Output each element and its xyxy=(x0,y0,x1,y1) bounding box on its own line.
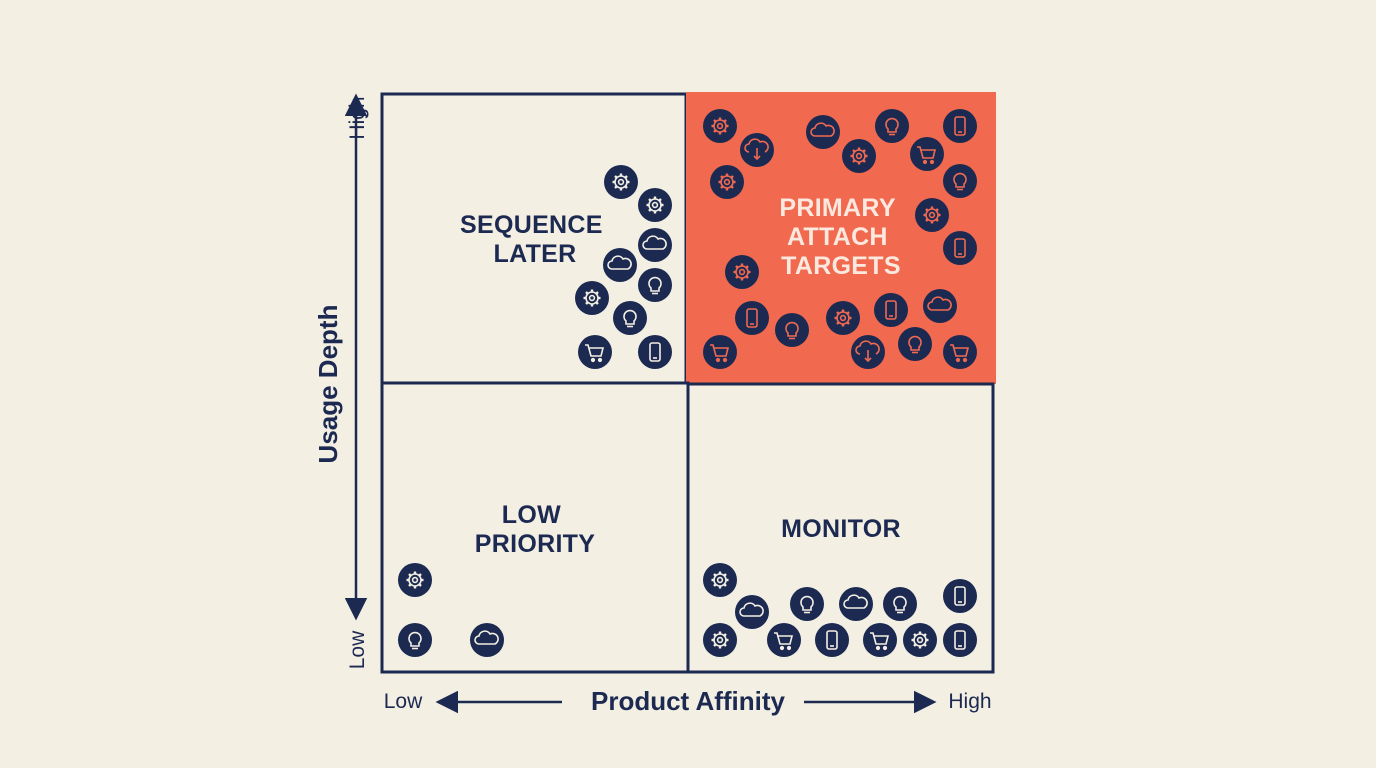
x-axis-title: Product Affinity xyxy=(591,686,786,716)
lightbulb-icon xyxy=(875,109,909,143)
phone-icon xyxy=(735,301,769,335)
lightbulb-icon xyxy=(943,164,977,198)
cloud-download-icon xyxy=(851,335,885,369)
gear-icon xyxy=(826,301,860,335)
phone-icon xyxy=(874,293,908,327)
quadrant-primary-attach-targets xyxy=(686,92,996,384)
quadrant-label-low-priority: LOW PRIORITY xyxy=(475,501,595,558)
gear-icon xyxy=(398,563,432,597)
gear-icon xyxy=(575,281,609,315)
gear-icon xyxy=(703,109,737,143)
cloud-icon xyxy=(735,595,769,629)
quadrant-monitor xyxy=(686,382,995,674)
cloud-download-icon xyxy=(740,133,774,167)
quadrant-label-primary-attach-targets: PRIMARY ATTACH TARGETS xyxy=(779,194,902,280)
cart-icon xyxy=(863,623,897,657)
cloud-icon xyxy=(923,289,957,323)
lightbulb-icon xyxy=(898,327,932,361)
x-axis-low-label: Low xyxy=(384,690,423,713)
y-axis-low-label: Low xyxy=(346,630,369,669)
lightbulb-icon xyxy=(883,587,917,621)
phone-icon xyxy=(943,623,977,657)
cart-icon xyxy=(578,335,612,369)
lightbulb-icon xyxy=(613,301,647,335)
icon-layer xyxy=(398,109,977,657)
phone-icon xyxy=(638,335,672,369)
cloud-icon xyxy=(638,228,672,262)
gear-icon xyxy=(903,623,937,657)
gear-icon xyxy=(725,255,759,289)
quadrant-label-monitor: MONITOR xyxy=(781,515,901,543)
lightbulb-icon xyxy=(398,623,432,657)
phone-icon xyxy=(815,623,849,657)
gear-icon xyxy=(638,188,672,222)
gear-icon xyxy=(710,165,744,199)
cart-icon xyxy=(943,335,977,369)
y-axis-high-label: High xyxy=(346,96,369,139)
lightbulb-icon xyxy=(790,587,824,621)
phone-icon xyxy=(943,579,977,613)
x-axis-high-label: High xyxy=(948,690,991,713)
cloud-icon xyxy=(839,587,873,621)
gear-icon xyxy=(604,165,638,199)
cloud-icon xyxy=(603,248,637,282)
lightbulb-icon xyxy=(638,268,672,302)
lightbulb-icon xyxy=(775,313,809,347)
y-axis-title: Usage Depth xyxy=(313,305,343,464)
cart-icon xyxy=(703,335,737,369)
gear-icon xyxy=(703,563,737,597)
cart-icon xyxy=(767,623,801,657)
gear-icon xyxy=(915,198,949,232)
phone-icon xyxy=(943,109,977,143)
gear-icon xyxy=(703,623,737,657)
cloud-icon xyxy=(470,623,504,657)
phone-icon xyxy=(943,231,977,265)
gear-icon xyxy=(842,139,876,173)
quadrant-label-sequence-later: SEQUENCE LATER xyxy=(460,211,610,268)
cart-icon xyxy=(910,137,944,171)
cloud-icon xyxy=(806,115,840,149)
